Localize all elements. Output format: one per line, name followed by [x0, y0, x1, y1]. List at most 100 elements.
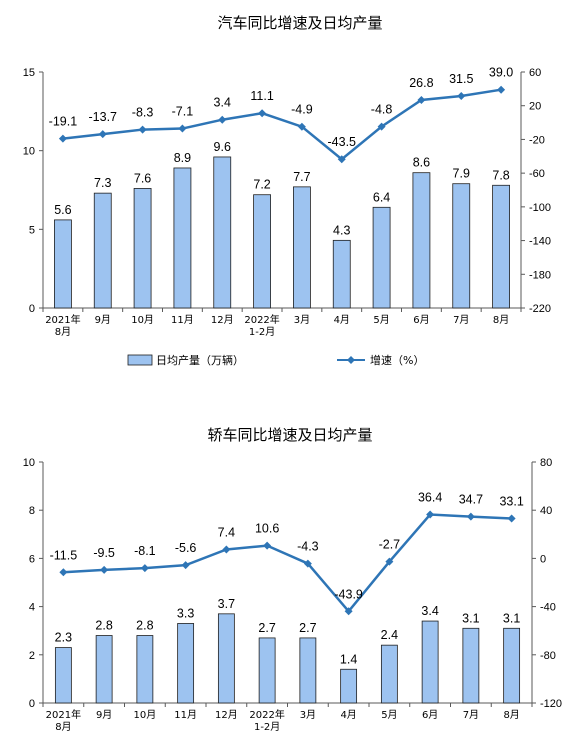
bar-value-label: 2.8 [136, 619, 153, 633]
y-right-tick-label: -180 [529, 269, 551, 281]
y-right-tick-label: -140 [529, 236, 551, 248]
legend-bar-label: 日均产量（万辆） [156, 353, 244, 367]
x-tick-label: 11月 [171, 314, 194, 326]
bar-value-label: 1.4 [340, 652, 357, 666]
growth-value-label: -2.7 [379, 538, 401, 552]
growth-point [417, 95, 426, 104]
bar-value-label: 9.6 [214, 140, 231, 154]
bar [54, 647, 72, 704]
bar [412, 172, 431, 309]
bar-value-label: 7.3 [94, 176, 111, 190]
bar-value-label: 3.1 [462, 611, 479, 625]
x-tick-label: 9月 [95, 314, 111, 326]
bar [133, 188, 152, 309]
legend-line-label: 增速（%） [370, 353, 424, 367]
growth-point [297, 122, 306, 131]
x-tick-label: 2022年 [249, 708, 284, 721]
x-tick-label: 1-2月 [249, 326, 275, 338]
x-tick-label: 4月 [340, 709, 356, 721]
bar-value-label: 2.7 [258, 621, 275, 635]
growth-line [63, 513, 512, 614]
legend-bar-swatch [127, 354, 153, 366]
growth-point [507, 514, 516, 523]
bar-value-label: 7.2 [253, 178, 270, 192]
growth-value-label: -4.3 [297, 540, 319, 554]
x-tick-label: 6月 [413, 314, 429, 326]
y-right-tick-label: -120 [540, 698, 562, 710]
growth-value-label: -5.6 [175, 541, 197, 555]
x-tick-label: 8月 [503, 709, 519, 721]
y-left-tick-label: 0 [29, 303, 35, 315]
bar [177, 623, 195, 704]
bar-value-label: 3.7 [218, 597, 235, 611]
y-right-tick-label: 40 [540, 505, 552, 517]
bar [452, 183, 471, 309]
growth-value-label: -8.1 [134, 544, 156, 558]
bar [340, 668, 358, 704]
growth-value-label: -13.7 [89, 110, 118, 124]
y-left-tick-label: 15 [23, 67, 35, 79]
y-left-tick-label: 6 [29, 553, 35, 565]
y-right-tick-label: -100 [529, 202, 551, 214]
bar [217, 613, 235, 704]
bar [293, 186, 311, 309]
y-right-tick-label: 20 [529, 101, 541, 113]
x-tick-label: 8月 [55, 326, 71, 338]
x-tick-label: 10月 [131, 314, 154, 326]
bar-value-label: 8.6 [413, 156, 430, 170]
car-chart: 051015-220-180-140-100-60-2020602021年8月9… [23, 66, 551, 338]
x-tick-label: 5月 [381, 709, 397, 721]
bar [54, 219, 72, 309]
bar [380, 644, 398, 704]
growth-point [98, 130, 107, 139]
bar [421, 620, 439, 704]
bar-value-label: 3.3 [177, 606, 194, 620]
bar-value-label: 7.8 [492, 168, 509, 182]
x-tick-label: 12月 [211, 314, 234, 326]
x-tick-label: 2021年 [45, 313, 80, 326]
x-tick-label: 9月 [96, 709, 112, 721]
x-tick-label: 3月 [294, 314, 310, 326]
growth-value-label: 3.4 [214, 96, 231, 110]
bar-value-label: 7.6 [134, 171, 151, 185]
legend-line-marker [347, 356, 355, 364]
growth-point [58, 134, 67, 143]
x-tick-label: 7月 [453, 314, 469, 326]
chart1-legend: 日均产量（万辆） 增速（%） [127, 353, 424, 367]
bar-value-label: 4.3 [333, 223, 350, 237]
growth-point [457, 92, 466, 101]
growth-point [258, 109, 267, 118]
x-tick-label: 7月 [463, 709, 479, 721]
x-tick-label: 1-2月 [254, 721, 280, 733]
growth-point [303, 559, 312, 568]
growth-value-label: -43.5 [328, 135, 357, 149]
growth-value-label: -9.5 [93, 546, 115, 560]
growth-point [178, 124, 187, 133]
y-left-tick-label: 5 [29, 224, 35, 236]
growth-point [100, 565, 109, 574]
x-tick-label: 3月 [300, 709, 316, 721]
x-tick-label: 10月 [134, 709, 157, 721]
x-tick-label: 2022年 [244, 313, 279, 326]
growth-value-label: 31.5 [449, 72, 473, 86]
x-tick-label: 8月 [493, 314, 509, 326]
growth-point [140, 564, 149, 573]
bar-value-label: 2.4 [381, 628, 398, 642]
bar [492, 184, 510, 309]
growth-value-label: -8.3 [132, 106, 154, 120]
bar [95, 635, 113, 704]
bar [136, 635, 154, 704]
bar [258, 637, 276, 704]
growth-point [218, 115, 227, 124]
growth-value-label: 34.7 [459, 493, 483, 507]
growth-value-label: 26.8 [409, 76, 433, 90]
growth-value-label: 33.1 [499, 495, 523, 509]
bar [332, 239, 351, 309]
bar-value-label: 3.1 [503, 611, 520, 625]
bar [372, 206, 391, 309]
growth-point [138, 125, 147, 134]
growth-point [59, 568, 68, 577]
bar [173, 167, 192, 309]
y-left-tick-label: 4 [29, 602, 35, 614]
x-tick-label: 5月 [373, 314, 389, 326]
